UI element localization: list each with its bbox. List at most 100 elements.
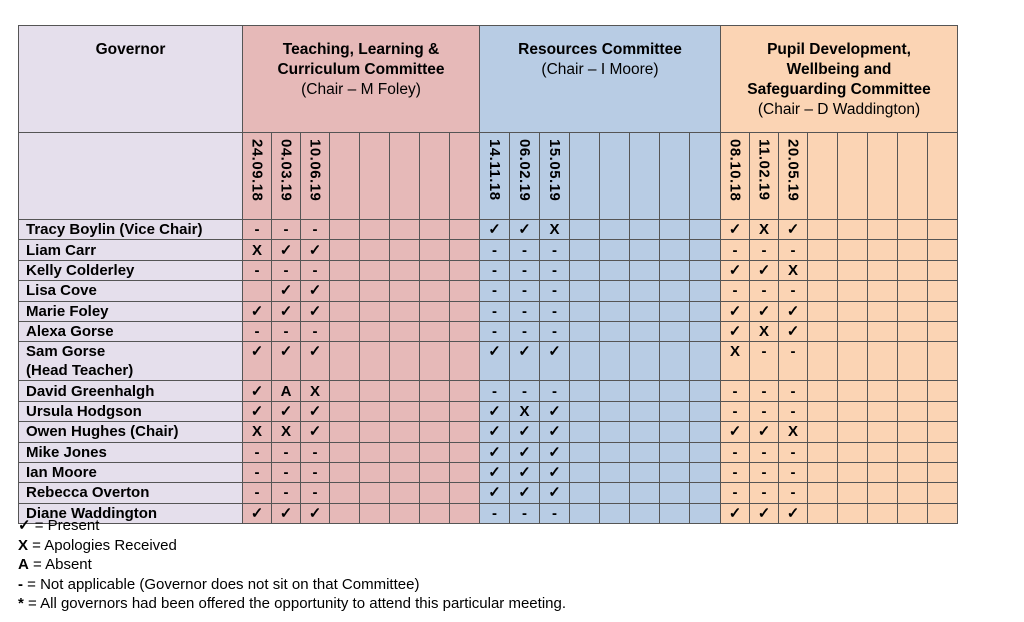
attendance-mark: ✓ (749, 259, 779, 282)
empty-attendance-cell (449, 441, 480, 463)
empty-attendance-cell (419, 400, 450, 423)
empty-attendance-cell (629, 320, 660, 343)
empty-attendance-cell (599, 380, 630, 402)
empty-attendance-cell (897, 239, 928, 261)
attendance-mark: ✓ (300, 341, 330, 382)
empty-attendance-cell (867, 280, 898, 302)
empty-attendance-cell (599, 239, 630, 261)
empty-attendance-cell (807, 300, 838, 322)
empty-date-cell (569, 132, 600, 220)
empty-attendance-cell (897, 280, 928, 302)
empty-attendance-cell (807, 280, 838, 302)
empty-attendance-cell (837, 461, 868, 484)
empty-attendance-cell (897, 421, 928, 443)
attendance-mark: ✓ (509, 341, 540, 382)
empty-attendance-cell (807, 502, 838, 525)
empty-attendance-cell (897, 461, 928, 484)
attendance-mark: - (242, 482, 272, 504)
attendance-mark: - (509, 380, 540, 402)
empty-attendance-cell (359, 441, 390, 463)
attendance-mark: - (509, 300, 540, 322)
empty-attendance-cell (689, 400, 721, 423)
legend: ✓ = Present X = Apologies Received A = Abs… (18, 516, 566, 614)
meeting-date-label: 15.05.19 (546, 139, 563, 202)
empty-attendance-cell (449, 461, 480, 484)
empty-attendance-cell (569, 300, 600, 322)
attendance-mark: X (300, 380, 330, 402)
empty-attendance-cell (837, 441, 868, 463)
teaching-committee-header: Teaching, Learning & Curriculum Committe… (242, 25, 480, 133)
attendance-mark: - (720, 280, 750, 302)
attendance-mark: - (749, 441, 779, 463)
governor-row: Sam Gorse (Head Teacher) ✓ ✓ ✓ ✓ ✓ ✓ X - - (18, 341, 958, 382)
attendance-mark: - (778, 461, 808, 484)
empty-attendance-cell (927, 482, 958, 504)
governor-row: Lisa Cove ✓ ✓ - - - - - - (18, 280, 958, 302)
governor-name-text: Liam Carr (26, 241, 97, 259)
empty-attendance-cell (389, 502, 420, 525)
meeting-date-label: 06.02.19 (516, 139, 533, 202)
empty-attendance-cell (927, 421, 958, 443)
empty-attendance-cell (599, 218, 630, 241)
attendance-mark: - (778, 341, 808, 382)
attendance-mark: - (479, 259, 510, 282)
attendance-mark: - (778, 482, 808, 504)
attendance-mark: ✓ (479, 482, 510, 504)
attendance-mark: ✓ (749, 300, 779, 322)
legend-symbol: * (18, 595, 24, 613)
attendance-mark: ✓ (479, 400, 510, 423)
governor-row: Owen Hughes (Chair) X X ✓ ✓ ✓ ✓ ✓ ✓ X (18, 421, 958, 443)
empty-attendance-cell (659, 320, 690, 343)
empty-attendance-cell (389, 400, 420, 423)
empty-attendance-cell (689, 441, 721, 463)
legend-text: = Not applicable (Governor does not sit … (23, 575, 420, 593)
legend-item: A = Absent (18, 555, 566, 575)
empty-attendance-cell (359, 280, 390, 302)
attendance-mark: - (509, 239, 540, 261)
empty-attendance-cell (599, 280, 630, 302)
empty-attendance-cell (599, 461, 630, 484)
empty-attendance-cell (629, 259, 660, 282)
empty-attendance-cell (389, 259, 420, 282)
empty-date-cell (629, 132, 660, 220)
empty-date-cell (867, 132, 898, 220)
empty-date-cell (599, 132, 630, 220)
governor-name-text: Owen Hughes (Chair) (26, 423, 179, 441)
governor-name: Diane Waddington (18, 502, 243, 525)
attendance-mark: - (720, 461, 750, 484)
empty-attendance-cell (927, 502, 958, 525)
empty-attendance-cell (659, 218, 690, 241)
empty-date-cell (807, 132, 838, 220)
empty-attendance-cell (807, 441, 838, 463)
empty-attendance-cell (659, 502, 690, 525)
attendance-mark: - (479, 380, 510, 402)
empty-date-cell (659, 132, 690, 220)
empty-attendance-cell (629, 482, 660, 504)
pupil-committee-header: Pupil Development, Wellbeing and Safegua… (720, 25, 958, 133)
empty-attendance-cell (927, 461, 958, 484)
empty-attendance-cell (837, 218, 868, 241)
empty-attendance-cell (629, 300, 660, 322)
empty-attendance-cell (569, 482, 600, 504)
attendance-mark: ✓ (271, 502, 301, 525)
empty-attendance-cell (629, 218, 660, 241)
attendance-table: Governor Teaching, Learning & Curriculum… (18, 25, 958, 525)
attendance-mark: ✓ (242, 502, 272, 525)
empty-attendance-cell (599, 341, 630, 382)
empty-attendance-cell (867, 259, 898, 282)
governor-name-text: Mike Jones (26, 443, 107, 461)
attendance-mark: - (749, 280, 779, 302)
governor-name: Tracy Boylin (Vice Chair) (18, 218, 243, 241)
attendance-mark: - (539, 239, 570, 261)
empty-attendance-cell (867, 239, 898, 261)
attendance-mark: X (539, 218, 570, 241)
empty-attendance-cell (837, 341, 868, 382)
attendance-mark: - (539, 320, 570, 343)
governor-row: Liam Carr X ✓ ✓ - - - - - - (18, 239, 958, 261)
governor-row: Ian Moore - - - ✓ ✓ ✓ - - - (18, 461, 958, 484)
attendance-mark: - (479, 320, 510, 343)
empty-attendance-cell (837, 259, 868, 282)
empty-attendance-cell (659, 421, 690, 443)
empty-attendance-cell (419, 341, 450, 382)
empty-attendance-cell (867, 461, 898, 484)
